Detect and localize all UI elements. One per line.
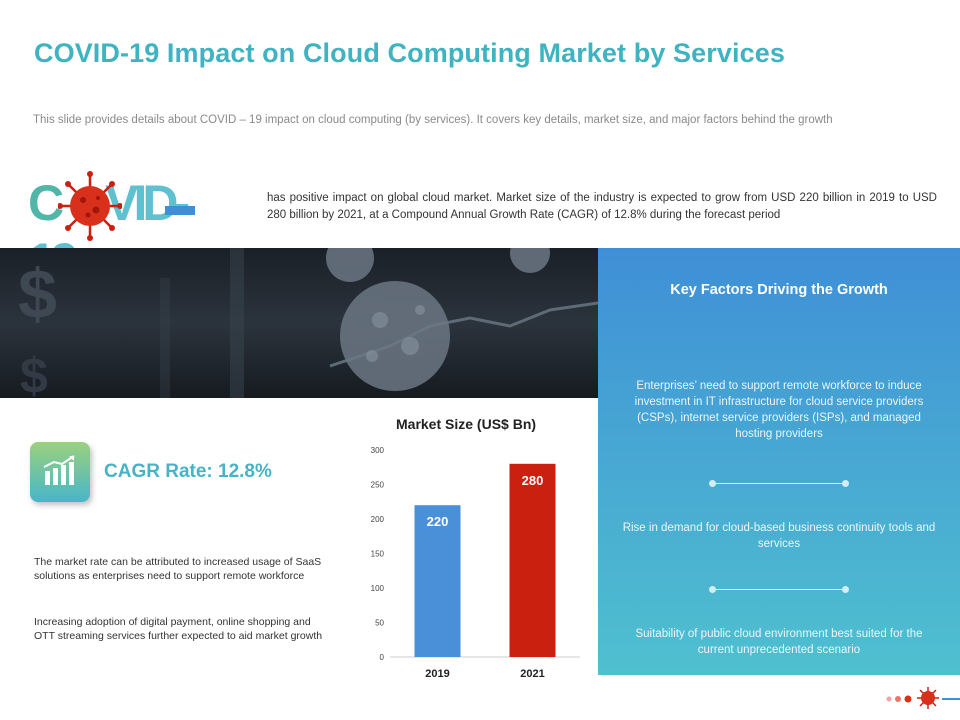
y-tick-label: 50 xyxy=(375,619,384,628)
bar-chart-growth-icon xyxy=(30,442,90,502)
factor-divider xyxy=(709,480,849,487)
virus-icon xyxy=(58,171,122,241)
market-note: Increasing adoption of digital payment, … xyxy=(34,616,323,642)
logo-dash xyxy=(165,206,195,215)
y-tick-label: 150 xyxy=(371,550,385,559)
x-tick-label: 2021 xyxy=(520,668,544,680)
y-tick-label: 300 xyxy=(371,446,385,455)
y-tick-label: 250 xyxy=(371,481,385,490)
y-tick-label: 200 xyxy=(371,515,385,524)
banner-illustration: $ $ xyxy=(18,248,598,398)
footer-dot xyxy=(886,696,892,702)
bar-2021 xyxy=(509,463,556,657)
page-subtitle: This slide provides details about COVID … xyxy=(33,114,833,126)
market-note: The market rate can be attributed to inc… xyxy=(34,556,322,582)
svg-text:$: $ xyxy=(20,348,48,398)
y-tick-label: 0 xyxy=(380,653,385,662)
data-label: 220 xyxy=(427,514,449,529)
market-size-bar-chart: 0 50 100 150 200 250 300 220 2019 280 2021 xyxy=(371,446,580,680)
cagr-rate-label: CAGR Rate: 12.8% xyxy=(104,461,272,482)
data-label: 280 xyxy=(522,473,544,488)
key-factor-item: Enterprises’ need to support remote work… xyxy=(634,380,924,440)
footer-decoration xyxy=(884,686,960,710)
covid-logo-letter-c: C xyxy=(28,175,64,231)
footer-dot xyxy=(904,695,912,703)
key-factor-item: Rise in demand for cloud-based business … xyxy=(622,522,936,550)
key-factor-item: Suitability of public cloud environment … xyxy=(635,628,923,656)
virus-banner-image: $ $ xyxy=(0,248,598,398)
factor-divider xyxy=(709,586,849,593)
market-size-chart: 0 50 100 150 200 250 300 220 2019 280 2021 xyxy=(350,440,595,690)
x-tick-label: 2019 xyxy=(425,668,449,680)
page-title: COVID-19 Impact on Cloud Computing Marke… xyxy=(34,38,785,68)
svg-text:$: $ xyxy=(18,255,57,333)
footer-dot xyxy=(895,696,901,702)
key-factors-title: Key Factors Driving the Growth xyxy=(670,282,888,298)
covid-description: has positive impact on global cloud mark… xyxy=(267,192,937,221)
key-factors-panel: Key Factors Driving the Growth Enterpris… xyxy=(598,248,960,675)
bar-2019 xyxy=(414,505,461,657)
y-tick-label: 100 xyxy=(371,584,385,593)
chart-title: Market Size (US$ Bn) xyxy=(396,416,537,432)
